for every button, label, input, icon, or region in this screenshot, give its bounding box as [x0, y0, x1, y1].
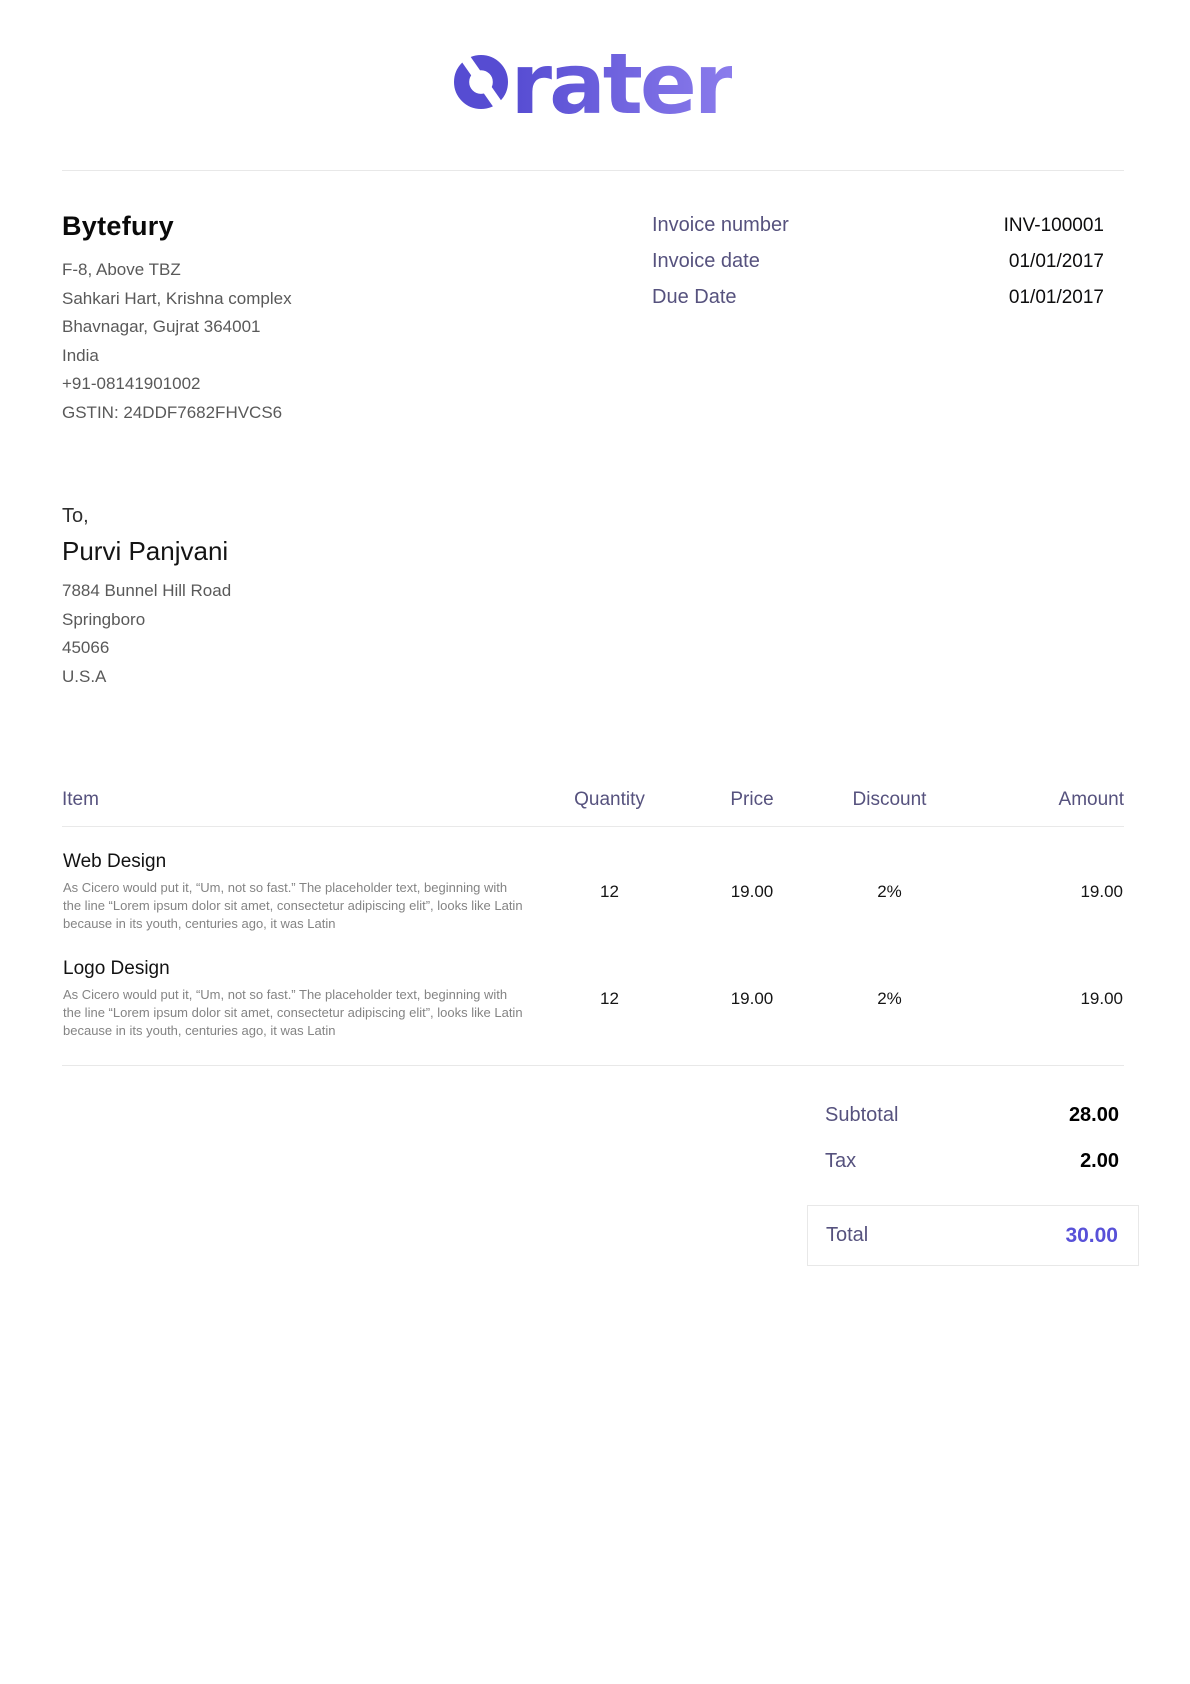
company-name: Bytefury: [62, 211, 174, 241]
customer-name: Purvi Panjvani: [62, 536, 229, 566]
total-value: 30.00: [1065, 1223, 1118, 1247]
items-section: Item Quantity Price Discount Amount Web …: [62, 789, 1124, 1066]
item-amount: 19.00: [1080, 989, 1123, 1008]
item-cell: Logo Design As Cicero would put it, “Um,…: [62, 934, 537, 1041]
customer-address-line: 45066: [62, 638, 110, 657]
due-date-row: Due Date 01/01/2017: [652, 286, 1104, 309]
items-bottom-divider: [62, 1065, 1124, 1066]
due-date-value: 01/01/2017: [1008, 287, 1104, 308]
bill-to-prefix: To,: [62, 505, 89, 527]
item-discount: 2%: [877, 989, 902, 1008]
table-row: Web Design As Cicero would put it, “Um, …: [62, 827, 1124, 935]
header-divider: [62, 170, 1124, 171]
item-quantity: 12: [600, 989, 619, 1008]
crater-c-icon: [453, 55, 508, 109]
item-description: As Cicero would put it, “Um, not so fast…: [63, 987, 523, 1038]
company-address-line: Sahkari Hart, Krishna complex: [62, 288, 292, 308]
item-cell: Web Design As Cicero would put it, “Um, …: [62, 827, 537, 935]
company-phone: +91-08141901002: [62, 374, 201, 393]
column-header-item: Item: [62, 789, 537, 827]
item-description: As Cicero would put it, “Um, not so fast…: [63, 880, 523, 931]
company-info: Bytefury F-8, Above TBZ Sahkari Hart, Kr…: [62, 211, 292, 427]
logo-header: rater: [62, 42, 1124, 126]
invoice-date-label: Invoice date: [652, 250, 760, 272]
subtotal-label: Subtotal: [825, 1104, 899, 1126]
column-header-discount: Discount: [822, 789, 957, 827]
crater-logo: rater: [453, 35, 736, 133]
company-address-line: India: [62, 345, 99, 365]
totals-section: Subtotal 28.00 Tax 2.00 Total 30.00: [807, 1104, 1139, 1266]
item-name: Web Design: [63, 851, 167, 872]
company-address-line: F-8, Above TBZ: [62, 260, 181, 279]
column-header-amount: Amount: [957, 789, 1124, 827]
tax-row: Tax 2.00: [807, 1150, 1139, 1173]
item-price: 19.00: [730, 882, 774, 901]
total-label: Total: [826, 1224, 869, 1246]
item-name: Logo Design: [63, 958, 170, 979]
item-quantity: 12: [600, 882, 619, 901]
invoice-number-label: Invoice number: [652, 214, 789, 236]
table-row: Logo Design As Cicero would put it, “Um,…: [62, 934, 1124, 1041]
invoice-date-row: Invoice date 01/01/2017: [652, 250, 1104, 273]
subtotal-row: Subtotal 28.00: [807, 1104, 1139, 1127]
item-discount: 2%: [877, 882, 902, 901]
due-date-label: Due Date: [652, 286, 737, 308]
header-info-section: Bytefury F-8, Above TBZ Sahkari Hart, Kr…: [62, 211, 1124, 427]
tax-label: Tax: [825, 1150, 857, 1172]
column-header-quantity: Quantity: [537, 789, 682, 827]
company-gstin: GSTIN: 24DDF7682FHVCS6: [62, 402, 283, 422]
total-box: Total 30.00: [807, 1205, 1139, 1266]
item-price: 19.00: [730, 989, 774, 1008]
invoice-date-value: 01/01/2017: [1008, 251, 1104, 272]
customer-address-line: 7884 Bunnel Hill Road: [62, 581, 232, 600]
bill-to-section: To, Purvi Panjvani 7884 Bunnel Hill Road…: [62, 505, 1124, 691]
crater-logo-text: rater: [510, 35, 736, 133]
tax-value: 2.00: [1080, 1150, 1119, 1172]
column-header-price: Price: [682, 789, 822, 827]
item-amount: 19.00: [1080, 882, 1123, 901]
items-table-header-row: Item Quantity Price Discount Amount: [62, 789, 1124, 827]
invoice-number-value: INV-100001: [1003, 215, 1104, 236]
customer-address-line: U.S.A: [62, 666, 107, 686]
invoice-meta: Invoice number INV-100001 Invoice date 0…: [652, 211, 1104, 427]
company-address-line: Bhavnagar, Gujrat 364001: [62, 317, 261, 336]
items-table: Item Quantity Price Discount Amount Web …: [62, 789, 1124, 1041]
customer-address-line: Springboro: [62, 609, 146, 629]
invoice-number-row: Invoice number INV-100001: [652, 214, 1104, 237]
subtotal-value: 28.00: [1068, 1104, 1119, 1126]
